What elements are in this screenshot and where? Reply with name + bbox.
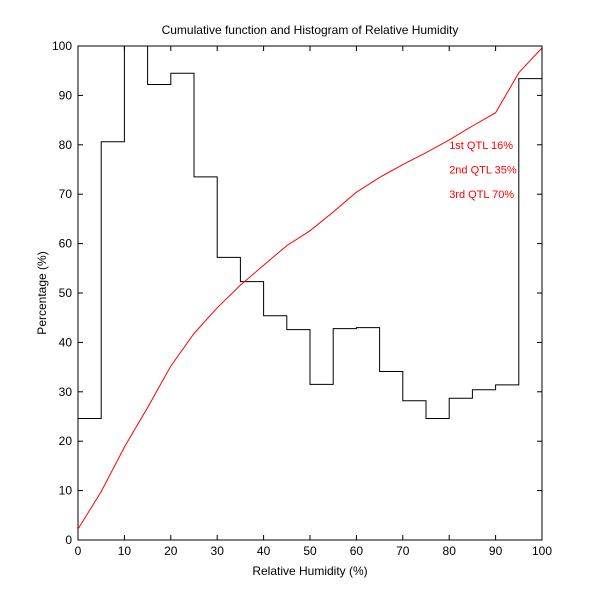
y-tick-label: 30	[59, 385, 73, 399]
x-axis-label: Relative Humidity (%)	[252, 564, 367, 578]
chart-title: Cumulative function and Histogram of Rel…	[162, 23, 459, 37]
x-tick-label: 80	[443, 544, 457, 558]
x-tick-label: 50	[303, 544, 317, 558]
quartile-annotation-3: 3rd QTL 70%	[449, 189, 514, 201]
figure-background	[0, 0, 600, 610]
x-tick-label: 100	[532, 544, 552, 558]
quartile-annotation-2: 2nd QTL 35%	[449, 165, 517, 177]
annotations: 1st QTL 16% 2nd QTL 35% 3rd QTL 70%	[449, 140, 517, 201]
x-tick-label: 60	[350, 544, 364, 558]
quartile-annotation-1: 1st QTL 16%	[449, 140, 513, 152]
x-tick-label: 20	[164, 544, 178, 558]
y-tick-label: 70	[59, 187, 73, 201]
x-tick-label: 90	[489, 544, 503, 558]
x-tick-label: 0	[75, 544, 82, 558]
x-tick-label: 40	[257, 544, 271, 558]
x-tick-label: 70	[396, 544, 410, 558]
y-tick-label: 20	[59, 434, 73, 448]
x-tick-label: 10	[118, 544, 132, 558]
y-tick-label: 10	[59, 484, 73, 498]
y-tick-label: 60	[59, 237, 73, 251]
y-tick-label: 90	[59, 88, 73, 102]
y-tick-label: 100	[52, 39, 72, 53]
y-tick-label: 80	[59, 138, 73, 152]
chart: Cumulative function and Histogram of Rel…	[0, 0, 600, 610]
y-axis-label: Percentage (%)	[35, 251, 49, 334]
y-tick-label: 50	[59, 286, 73, 300]
y-tick-label: 0	[65, 533, 72, 547]
y-tick-label: 40	[59, 335, 73, 349]
x-tick-label: 30	[211, 544, 225, 558]
